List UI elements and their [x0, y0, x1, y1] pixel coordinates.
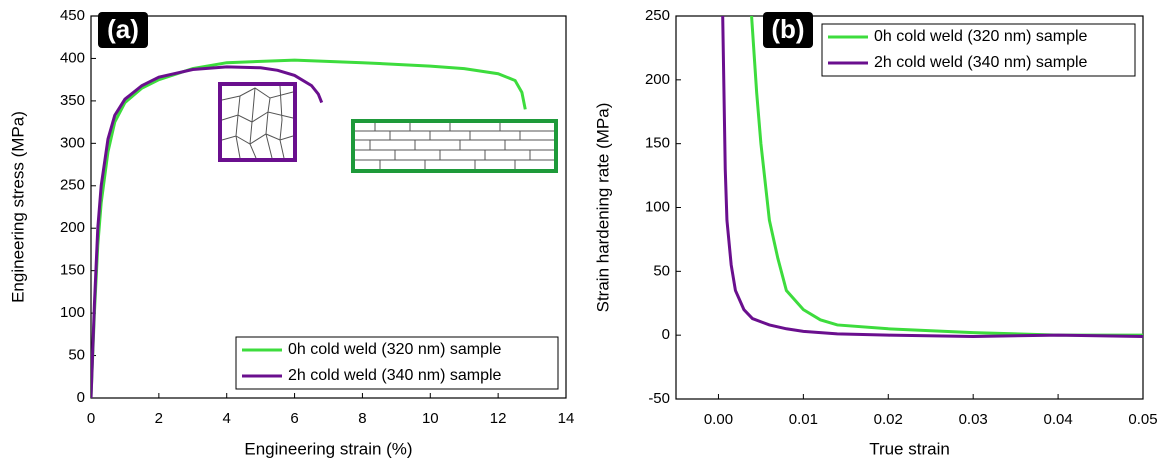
y-tick-label: 50: [68, 347, 85, 364]
legend-label: 2h cold weld (340 nm) sample: [874, 54, 1088, 71]
panel-label-box: [98, 12, 148, 48]
x-tick-label: 14: [558, 410, 575, 427]
legend-label: 0h cold weld (320 nm) sample: [874, 28, 1088, 45]
x-tick-label: 0.04: [1043, 411, 1072, 428]
line: [750, 16, 1143, 337]
x-tick-label: 8: [358, 410, 366, 427]
x-tick-label: 12: [490, 410, 507, 427]
y-axis-label: Engineering stress (MPa): [8, 111, 27, 303]
x-tick-label: 0.03: [959, 411, 988, 428]
y-tick-label: 300: [60, 134, 85, 151]
x-tick-label: 2: [155, 410, 163, 427]
x-tick-label: 0.00: [704, 411, 733, 428]
y-tick-label: 400: [60, 49, 85, 66]
x-tick-label: 4: [223, 410, 231, 427]
y-tick-label: 0: [77, 389, 85, 406]
y-tick-label: 200: [645, 71, 670, 88]
x-axis-label: True strain: [869, 439, 950, 458]
inset-grains: [218, 82, 297, 162]
x-tick-label: 0.02: [874, 411, 903, 428]
x-tick-label: 6: [290, 410, 298, 427]
y-tick-label: 250: [60, 177, 85, 194]
x-tick-label: 0.01: [789, 411, 818, 428]
y-tick-label: 250: [645, 7, 670, 24]
plot-area: [721, 16, 1143, 338]
y-tick-label: -50: [648, 390, 670, 407]
plot-area: [91, 58, 527, 398]
y-tick-label: 350: [60, 92, 85, 109]
y-tick-label: 200: [60, 219, 85, 236]
legend-label: 0h cold weld (320 nm) sample: [288, 341, 502, 358]
x-tick-label: 0: [87, 410, 95, 427]
x-tick-label: 0.05: [1128, 411, 1157, 428]
panel-label: (b): [771, 14, 804, 44]
x-axis-label: Engineering strain (%): [244, 439, 412, 458]
x-tick-label: 10: [422, 410, 439, 427]
y-tick-label: 450: [60, 7, 85, 24]
inset-lamellae: [351, 119, 558, 173]
y-tick-label: 150: [645, 135, 670, 152]
y-tick-label: 150: [60, 262, 85, 279]
y-tick-label: 100: [645, 198, 670, 215]
panel-label: (a): [107, 14, 139, 44]
y-tick-label: 50: [653, 262, 670, 279]
legend-box: [821, 23, 1136, 77]
y-tick-label: 100: [60, 304, 85, 321]
legend-label: 2h cold weld (340 nm) sample: [288, 367, 502, 384]
line: [91, 65, 324, 398]
y-tick-label: 0: [662, 326, 670, 343]
line: [721, 16, 1143, 338]
y-axis-label: Strain hardening rate (MPa): [593, 103, 612, 313]
plot-frame: [90, 15, 567, 399]
panel-label-box: [763, 12, 813, 48]
legend-box: [235, 336, 559, 390]
